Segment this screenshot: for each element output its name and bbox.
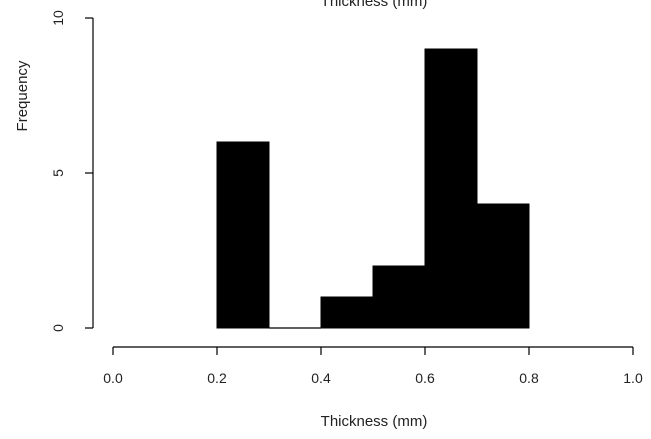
histogram-bar (216, 141, 270, 329)
bars-layer (216, 48, 530, 329)
histogram-bar (320, 296, 374, 329)
y-tick-label: 10 (50, 10, 66, 26)
histogram-bar (372, 265, 426, 329)
x-tick-label: 0.6 (415, 370, 435, 386)
y-axis: 0 5 10 (50, 10, 94, 332)
y-axis-label: Frequency (14, 60, 31, 131)
x-tick-label: 1.0 (623, 370, 643, 386)
chart-title: Thickness (mm) (321, 0, 428, 10)
x-axis-label: Thickness (mm) (321, 413, 428, 430)
histogram-bar (424, 48, 478, 329)
y-tick-label: 0 (50, 324, 66, 332)
x-axis: 0.0 0.2 0.4 0.6 0.8 1.0 (103, 346, 643, 386)
x-tick-label: 0.2 (207, 370, 227, 386)
x-tick-label: 0.0 (103, 370, 123, 386)
x-tick-label: 0.4 (311, 370, 331, 386)
y-tick-label: 5 (50, 169, 66, 177)
x-tick-label: 0.8 (519, 370, 539, 386)
histogram-bar (476, 203, 530, 329)
